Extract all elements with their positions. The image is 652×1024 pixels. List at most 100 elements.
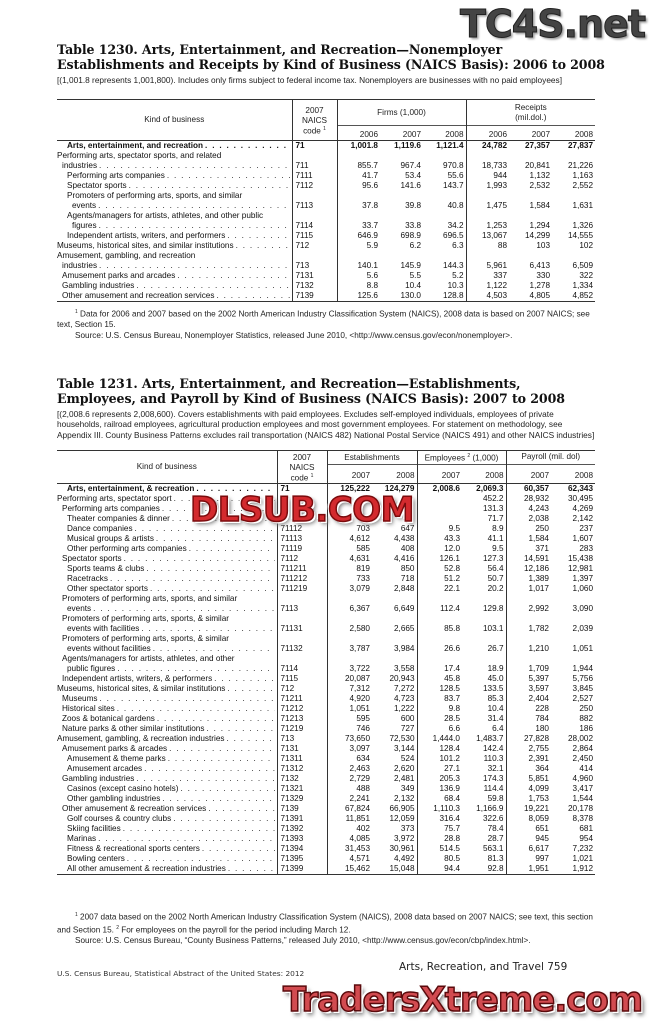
value-cell [416,514,462,525]
year-header: 2006 [337,125,380,141]
watermark-logo: DLSUB.COM [189,489,415,531]
row-label: Casinos (except casino hotels) [57,784,277,794]
value-cell: 26.6 [416,644,462,655]
watermark-logo: TradersXtreme.com [282,979,644,1021]
value-cell: 95.6 [362,181,378,190]
empty-cell [465,251,510,261]
code-cell [291,251,338,261]
value-cell: 103.1 [483,624,504,634]
value-cell: 24,782 [465,140,510,151]
code-cell [276,654,328,665]
value-cell: 6,617 [505,844,551,855]
value-cell: 17.4 [416,664,462,675]
value-cell: 12.0 [416,544,462,555]
empty-cell [423,251,466,261]
year-header: 2008 [462,463,506,484]
naics-code [276,494,328,505]
dot-leader [225,231,289,241]
value-cell: 142.4 [483,744,504,754]
row-label: Agents/managers for artists, athletes, a… [62,654,235,664]
empty-cell [327,654,372,664]
value-cell: 696.5 [443,231,464,240]
dot-leader [96,834,275,844]
value-cell: 1,475 [465,201,510,211]
row-label: Arts, entertainment, & recreation [57,484,277,494]
dot-leader [154,534,275,544]
value-cell: 250 [505,524,551,535]
value-cell: 452.2 [483,494,504,504]
empty-cell [337,151,380,161]
row-label: Amusement parks and arcades [57,271,292,281]
naics-code: 71212 [276,704,328,715]
naics-code: 7131 [291,271,338,281]
value-cell: 1,444.0 [416,734,462,745]
row-label: Performing arts, spectator sport [57,494,277,504]
naics-code: 71321 [276,784,328,795]
code-cell [291,191,338,201]
value-cell: 1,483.7 [476,734,504,744]
row-label: Historical sites [57,704,277,714]
value-cell: 131.3 [483,504,504,514]
row-label: Sports teams & clubs [57,564,277,574]
row-label: Amusement, gambling, and recreation [57,251,196,260]
value-cell: 9.5 [416,524,462,535]
dot-leader [122,554,275,564]
table-row: industries713 140.1 145.9 144.35,961 6,413 6,… [57,261,595,271]
row-label: Promoters of performing arts, sports, & … [62,614,229,624]
value-cell: 1,122 [465,281,510,291]
value-cell: 1,584 [529,201,551,210]
empty-cell [380,211,423,221]
naics-code: 7139 [276,804,328,815]
value-cell: 1,017 [505,584,551,595]
value-cell: 8.8 [366,281,378,290]
value-cell: 819 [356,564,370,574]
value-cell: 143.7 [443,181,464,190]
row-label: Racetracks [57,574,277,584]
value-cell: 3,787 [349,644,371,654]
empty-cell [416,654,462,665]
dot-leader [175,271,289,281]
value-cell: 127.3 [483,554,504,564]
value-cell: 5,397 [505,674,551,685]
value-cell: 28.7 [487,834,504,844]
empty-cell [372,614,417,624]
dot-leader [166,754,275,764]
empty-cell [423,191,466,201]
empty-cell [380,251,423,261]
value-cell: 3,845 [572,684,594,694]
dot-leader [203,141,290,151]
page-footer-source: U.S. Census Bureau, Statistical Abstract… [57,969,305,978]
row-label: Spectator sports [57,554,277,564]
header-naics-code: 2007 NAICS code 1 [276,449,328,484]
value-cell: 21,226 [568,161,594,170]
dot-leader [139,624,274,634]
table-row-label-line: Promoters of performing arts, sports, & … [57,634,595,645]
value-cell: 33.8 [405,221,421,230]
value-cell: 128.4 [416,744,462,755]
table-1231-body: Arts, entertainment, & recreation71 125,2… [57,483,596,875]
empty-cell [465,211,510,221]
value-cell: 145.9 [400,261,422,270]
naics-code: 7131 [276,744,328,755]
value-cell: 11,851 [345,814,370,824]
value-cell: 4,438 [394,534,415,544]
value-cell: 1,110.3 [416,804,462,815]
header-receipts: Receipts (mil.dol.) [465,99,596,126]
dot-leader [133,524,275,534]
row-label: Musical groups & artists [57,534,277,544]
value-cell: 28,002 [567,734,594,744]
value-cell: 28.5 [416,714,462,725]
empty-cell [505,634,551,645]
dot-leader [121,824,275,834]
empty-cell [552,211,595,221]
row-label: Arts, entertainment, and recreation [57,141,292,151]
value-cell: 1,121.4 [436,141,464,150]
row-label: Other gambling industries [57,794,277,804]
year-header: 2008 [372,463,417,484]
value-cell: 40.8 [447,201,464,210]
value-cell: 882 [579,714,594,724]
